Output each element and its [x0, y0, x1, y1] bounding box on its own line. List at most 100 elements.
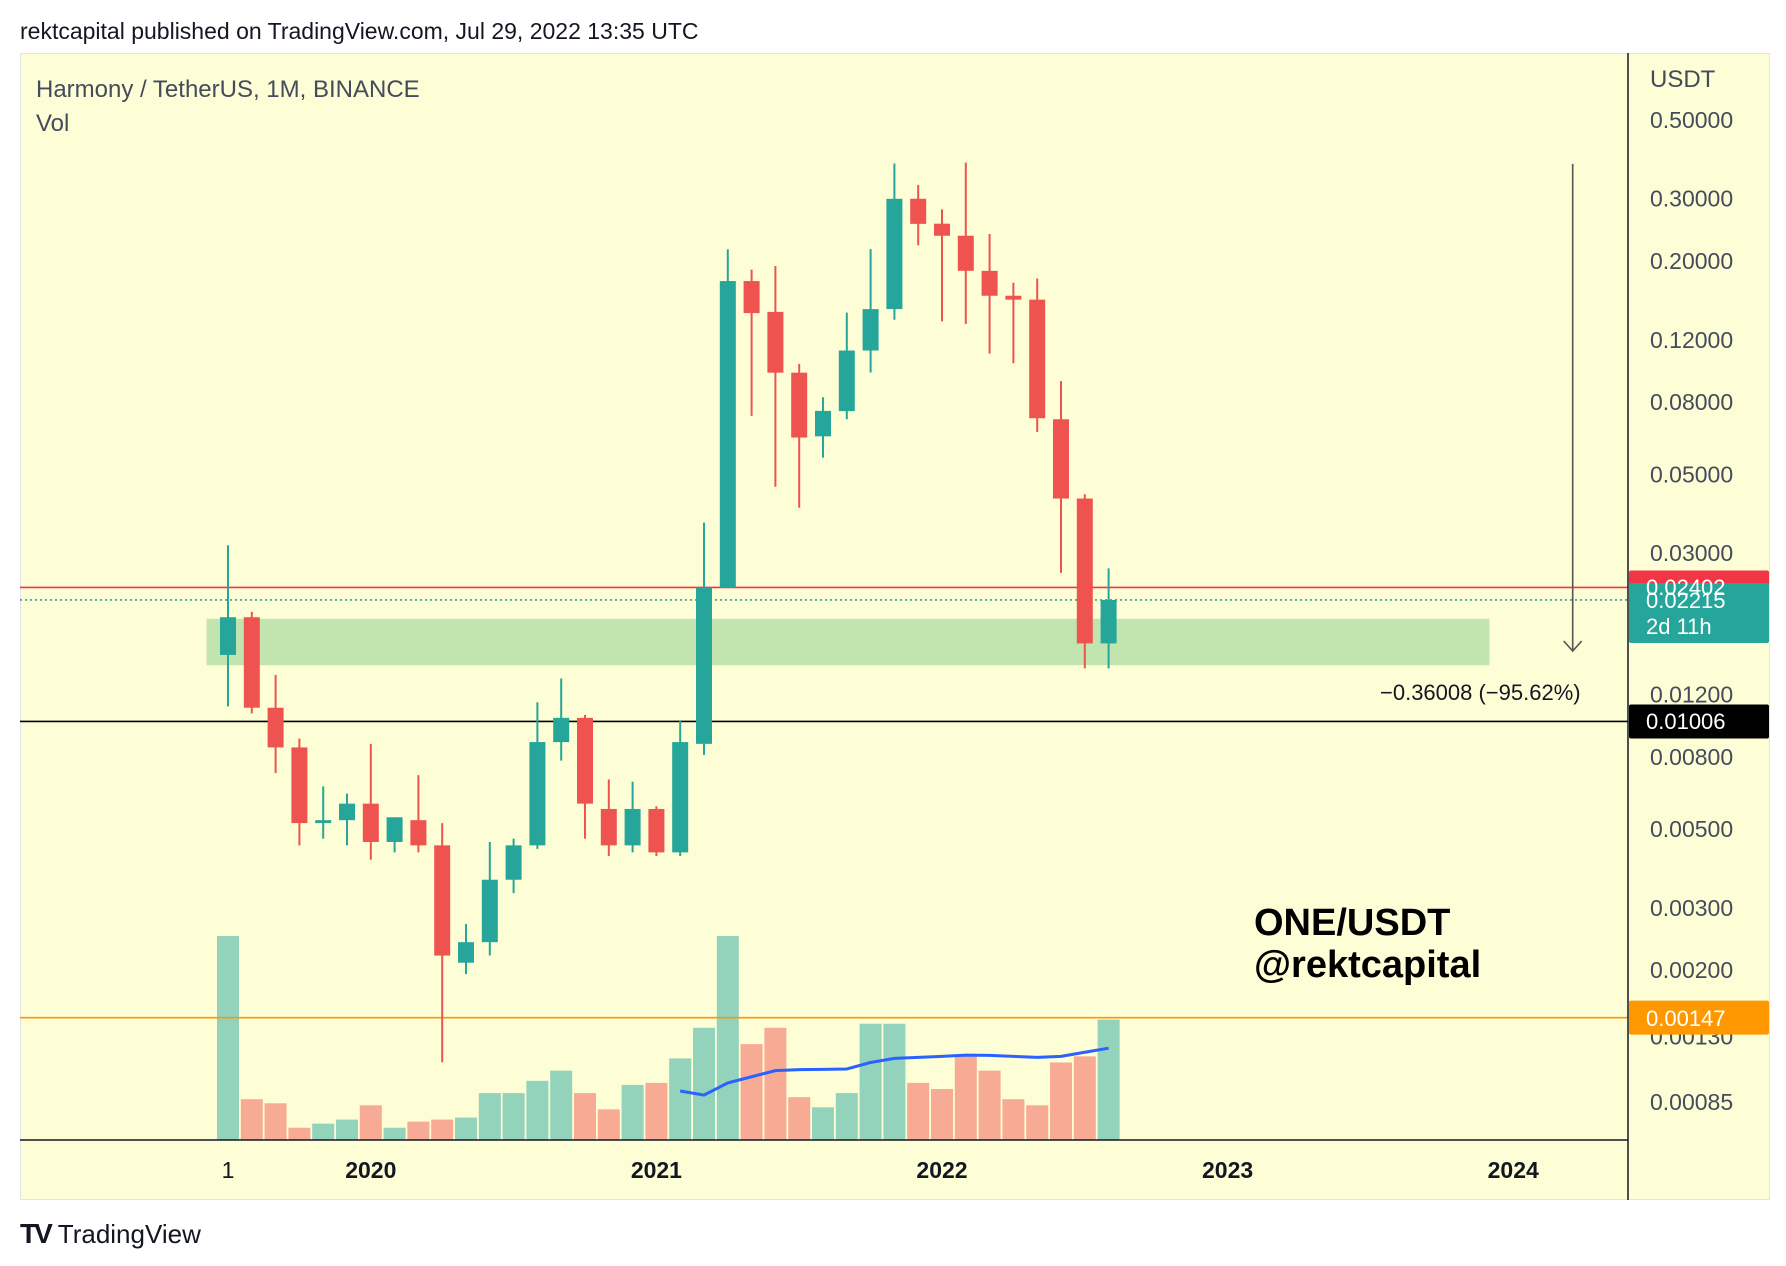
volume-ma-line [679, 1046, 1109, 1097]
tradingview-logo-icon: TV [20, 1218, 53, 1249]
volume-bar [693, 1027, 715, 1140]
candle-body [220, 617, 236, 655]
watermark: ONE/USDT @rektcapital [1254, 902, 1481, 986]
volume-bar [716, 936, 739, 1140]
price-axis-currency: USDT [1650, 66, 1716, 93]
volume-bar [764, 1027, 787, 1140]
candle-body [648, 808, 665, 853]
volume-bar [312, 1123, 335, 1140]
candle-countdown: 2d 11h [1646, 613, 1712, 639]
candle-body [767, 311, 784, 373]
support-price-tag: 0.01006 [1646, 709, 1726, 735]
volume-legend[interactable]: Vol [36, 110, 70, 137]
volume-bar [978, 1070, 1001, 1140]
candle-body [315, 820, 332, 824]
price-tick-label: 0.08000 [1650, 389, 1733, 415]
candle-body [886, 198, 903, 310]
tag-cur-bg [1629, 582, 1769, 643]
volume-bar [1073, 1056, 1096, 1140]
price-tick-label: 0.00300 [1650, 895, 1733, 921]
volume-bar [740, 1044, 763, 1140]
price-tick-label: 0.01200 [1650, 681, 1733, 707]
candle-body [624, 808, 641, 846]
volume-bar [812, 1107, 834, 1140]
publish-header: rektcapital published on TradingView.com… [20, 18, 699, 44]
candle-body [815, 410, 831, 437]
volume-bar [859, 1023, 882, 1140]
price-tick-label: 0.00085 [1650, 1089, 1733, 1115]
volume-bar [264, 1103, 287, 1140]
candle-body [743, 281, 760, 314]
volume-bar [1002, 1099, 1025, 1140]
candle-body [696, 587, 712, 744]
time-tick-label: 2020 [345, 1157, 396, 1183]
volume-bar [621, 1084, 644, 1140]
volume-bar [407, 1121, 430, 1140]
volume-bar [455, 1117, 477, 1140]
candle-body [1053, 419, 1069, 499]
price-tick-label: 0.50000 [1650, 107, 1733, 133]
symbol-legend[interactable]: Harmony / TetherUS, 1M, BINANCE [36, 76, 420, 103]
time-tick-label: 2023 [1202, 1157, 1253, 1183]
candle-body [957, 235, 974, 271]
volume-bar [883, 1023, 906, 1140]
candle-body [577, 717, 593, 804]
support-zone [206, 618, 1490, 666]
volume-bar [1097, 1019, 1120, 1140]
candle-body [981, 270, 998, 296]
volume-bar [240, 1099, 263, 1140]
volume-bar [1050, 1062, 1072, 1140]
candle-body [1076, 498, 1093, 644]
candle-body [529, 742, 546, 846]
volume-bar [217, 936, 239, 1140]
time-tick-label: 2022 [916, 1157, 967, 1183]
current-price-value: 0.02215 [1646, 587, 1726, 613]
footer-brand[interactable]: TV TradingView [20, 1218, 201, 1250]
volume-bar [1026, 1105, 1049, 1140]
candle-body [243, 617, 260, 708]
measure-arrow-head [1563, 640, 1583, 653]
candle-body [386, 817, 403, 842]
time-tick-label: 1 [222, 1157, 235, 1183]
candle-body [838, 350, 855, 412]
candle-body [1029, 299, 1046, 419]
candle-body [434, 845, 451, 956]
volume-bar [835, 1093, 858, 1140]
candle-body [553, 717, 570, 743]
price-tick-label: 0.03000 [1650, 540, 1733, 566]
tag-sup-bg [1629, 704, 1769, 739]
candle-body [1100, 599, 1117, 644]
price-tick-label: 0.20000 [1650, 248, 1733, 274]
low-price-tag: 0.00147 [1646, 1005, 1726, 1031]
candle-body [458, 942, 474, 963]
volume-bar [526, 1080, 549, 1140]
price-tick-label: 0.00500 [1650, 816, 1733, 842]
candle-body [934, 223, 950, 236]
candle-body [267, 707, 284, 748]
volume-bar [431, 1119, 454, 1140]
volume-bar [502, 1093, 525, 1140]
volume-bar [359, 1105, 382, 1140]
footer-brand-text: TradingView [57, 1218, 201, 1249]
candle-body [410, 820, 427, 846]
resistance-price-tag: 0.02402 [1646, 575, 1726, 601]
volume-bar [931, 1089, 953, 1140]
candle-body [505, 845, 522, 880]
volume-bar [669, 1058, 692, 1140]
price-tick-label: 0.00200 [1650, 957, 1733, 983]
volume-bar [383, 1127, 406, 1140]
volume-bar [574, 1093, 596, 1140]
price-tick-label: 0.00800 [1650, 744, 1733, 770]
volume-bar [907, 1082, 930, 1140]
time-tick-label: 2024 [1488, 1157, 1539, 1183]
candle-body [1005, 295, 1022, 300]
volume-bar [478, 1093, 501, 1140]
current-price-tag: 0.02215 2d 11h [1630, 588, 1768, 640]
volume-bar [336, 1119, 358, 1140]
volume-bar [550, 1070, 573, 1140]
candle-body [481, 879, 498, 943]
watermark-author: @rektcapital [1254, 944, 1482, 986]
candle-body [362, 803, 379, 842]
volume-bar [597, 1109, 620, 1140]
